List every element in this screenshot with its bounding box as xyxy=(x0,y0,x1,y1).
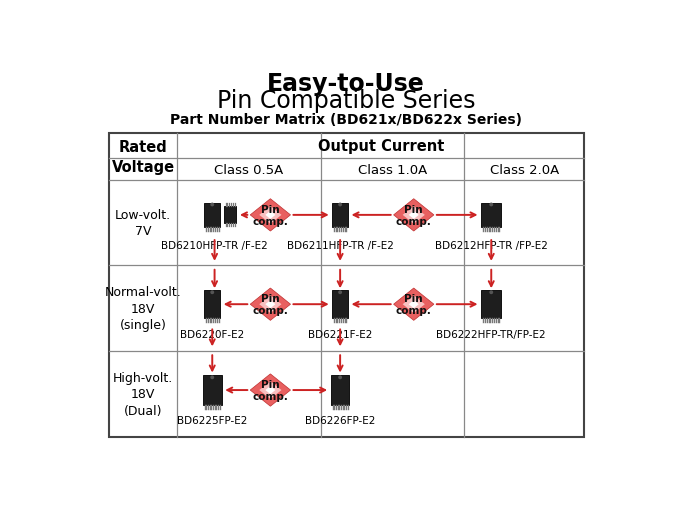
Text: Class 1.0A: Class 1.0A xyxy=(358,163,427,176)
Polygon shape xyxy=(250,374,290,407)
Circle shape xyxy=(211,291,214,294)
Bar xyxy=(109,134,585,437)
Text: Output Current: Output Current xyxy=(318,139,444,154)
Text: BD6225FP-E2: BD6225FP-E2 xyxy=(177,416,248,426)
Polygon shape xyxy=(394,288,434,321)
Text: BD6211HFP-TR /F-E2: BD6211HFP-TR /F-E2 xyxy=(287,240,394,250)
Text: BD6226FP-E2: BD6226FP-E2 xyxy=(305,416,375,426)
Bar xyxy=(204,291,220,319)
Polygon shape xyxy=(408,300,418,309)
Bar xyxy=(332,291,348,319)
Polygon shape xyxy=(265,386,275,394)
Circle shape xyxy=(211,203,214,207)
Polygon shape xyxy=(403,207,425,224)
Text: BD6221F-E2: BD6221F-E2 xyxy=(308,329,373,339)
Polygon shape xyxy=(265,300,275,309)
Text: BD6222HFP-TR/FP-E2: BD6222HFP-TR/FP-E2 xyxy=(437,329,546,339)
Polygon shape xyxy=(250,288,290,321)
Bar xyxy=(481,203,502,228)
Bar xyxy=(203,376,221,405)
Text: Class 2.0A: Class 2.0A xyxy=(489,163,559,176)
Text: BD6210HFP-TR /F-E2: BD6210HFP-TR /F-E2 xyxy=(161,240,268,250)
Polygon shape xyxy=(408,212,418,220)
Circle shape xyxy=(489,203,493,207)
Circle shape xyxy=(489,291,493,294)
Text: High-volt.
18V
(Dual): High-volt. 18V (Dual) xyxy=(113,371,173,417)
Text: Easy-to-Use: Easy-to-Use xyxy=(267,71,425,95)
Text: Pin
comp.: Pin comp. xyxy=(396,293,432,316)
Text: Pin
comp.: Pin comp. xyxy=(252,293,288,316)
Text: Low-volt.
7V: Low-volt. 7V xyxy=(115,209,171,238)
Polygon shape xyxy=(394,199,434,232)
Bar xyxy=(332,203,348,228)
Polygon shape xyxy=(259,207,281,224)
Text: Pin
comp.: Pin comp. xyxy=(252,204,288,227)
Text: BD6212HFP-TR /FP-E2: BD6212HFP-TR /FP-E2 xyxy=(435,240,547,250)
Text: Part Number Matrix (BD621x/BD622x Series): Part Number Matrix (BD621x/BD622x Series… xyxy=(170,113,522,127)
Text: Normal-volt.
18V
(single): Normal-volt. 18V (single) xyxy=(105,285,182,331)
Text: Rated
Voltage: Rated Voltage xyxy=(111,140,175,174)
Text: Class 0.5A: Class 0.5A xyxy=(215,163,284,176)
Bar xyxy=(331,376,350,405)
Polygon shape xyxy=(265,212,275,220)
Text: Pin
comp.: Pin comp. xyxy=(252,379,288,401)
Polygon shape xyxy=(259,381,281,399)
Polygon shape xyxy=(250,199,290,232)
Polygon shape xyxy=(259,296,281,314)
Text: BD6220F-E2: BD6220F-E2 xyxy=(180,329,244,339)
Bar xyxy=(481,291,502,319)
Circle shape xyxy=(211,376,214,380)
Text: Pin
comp.: Pin comp. xyxy=(396,204,432,227)
Bar xyxy=(224,207,236,224)
Circle shape xyxy=(338,203,342,207)
Bar xyxy=(204,203,220,228)
Polygon shape xyxy=(403,296,425,314)
Circle shape xyxy=(338,376,342,380)
Text: Pin Compatible Series: Pin Compatible Series xyxy=(217,89,475,113)
Circle shape xyxy=(338,291,342,294)
